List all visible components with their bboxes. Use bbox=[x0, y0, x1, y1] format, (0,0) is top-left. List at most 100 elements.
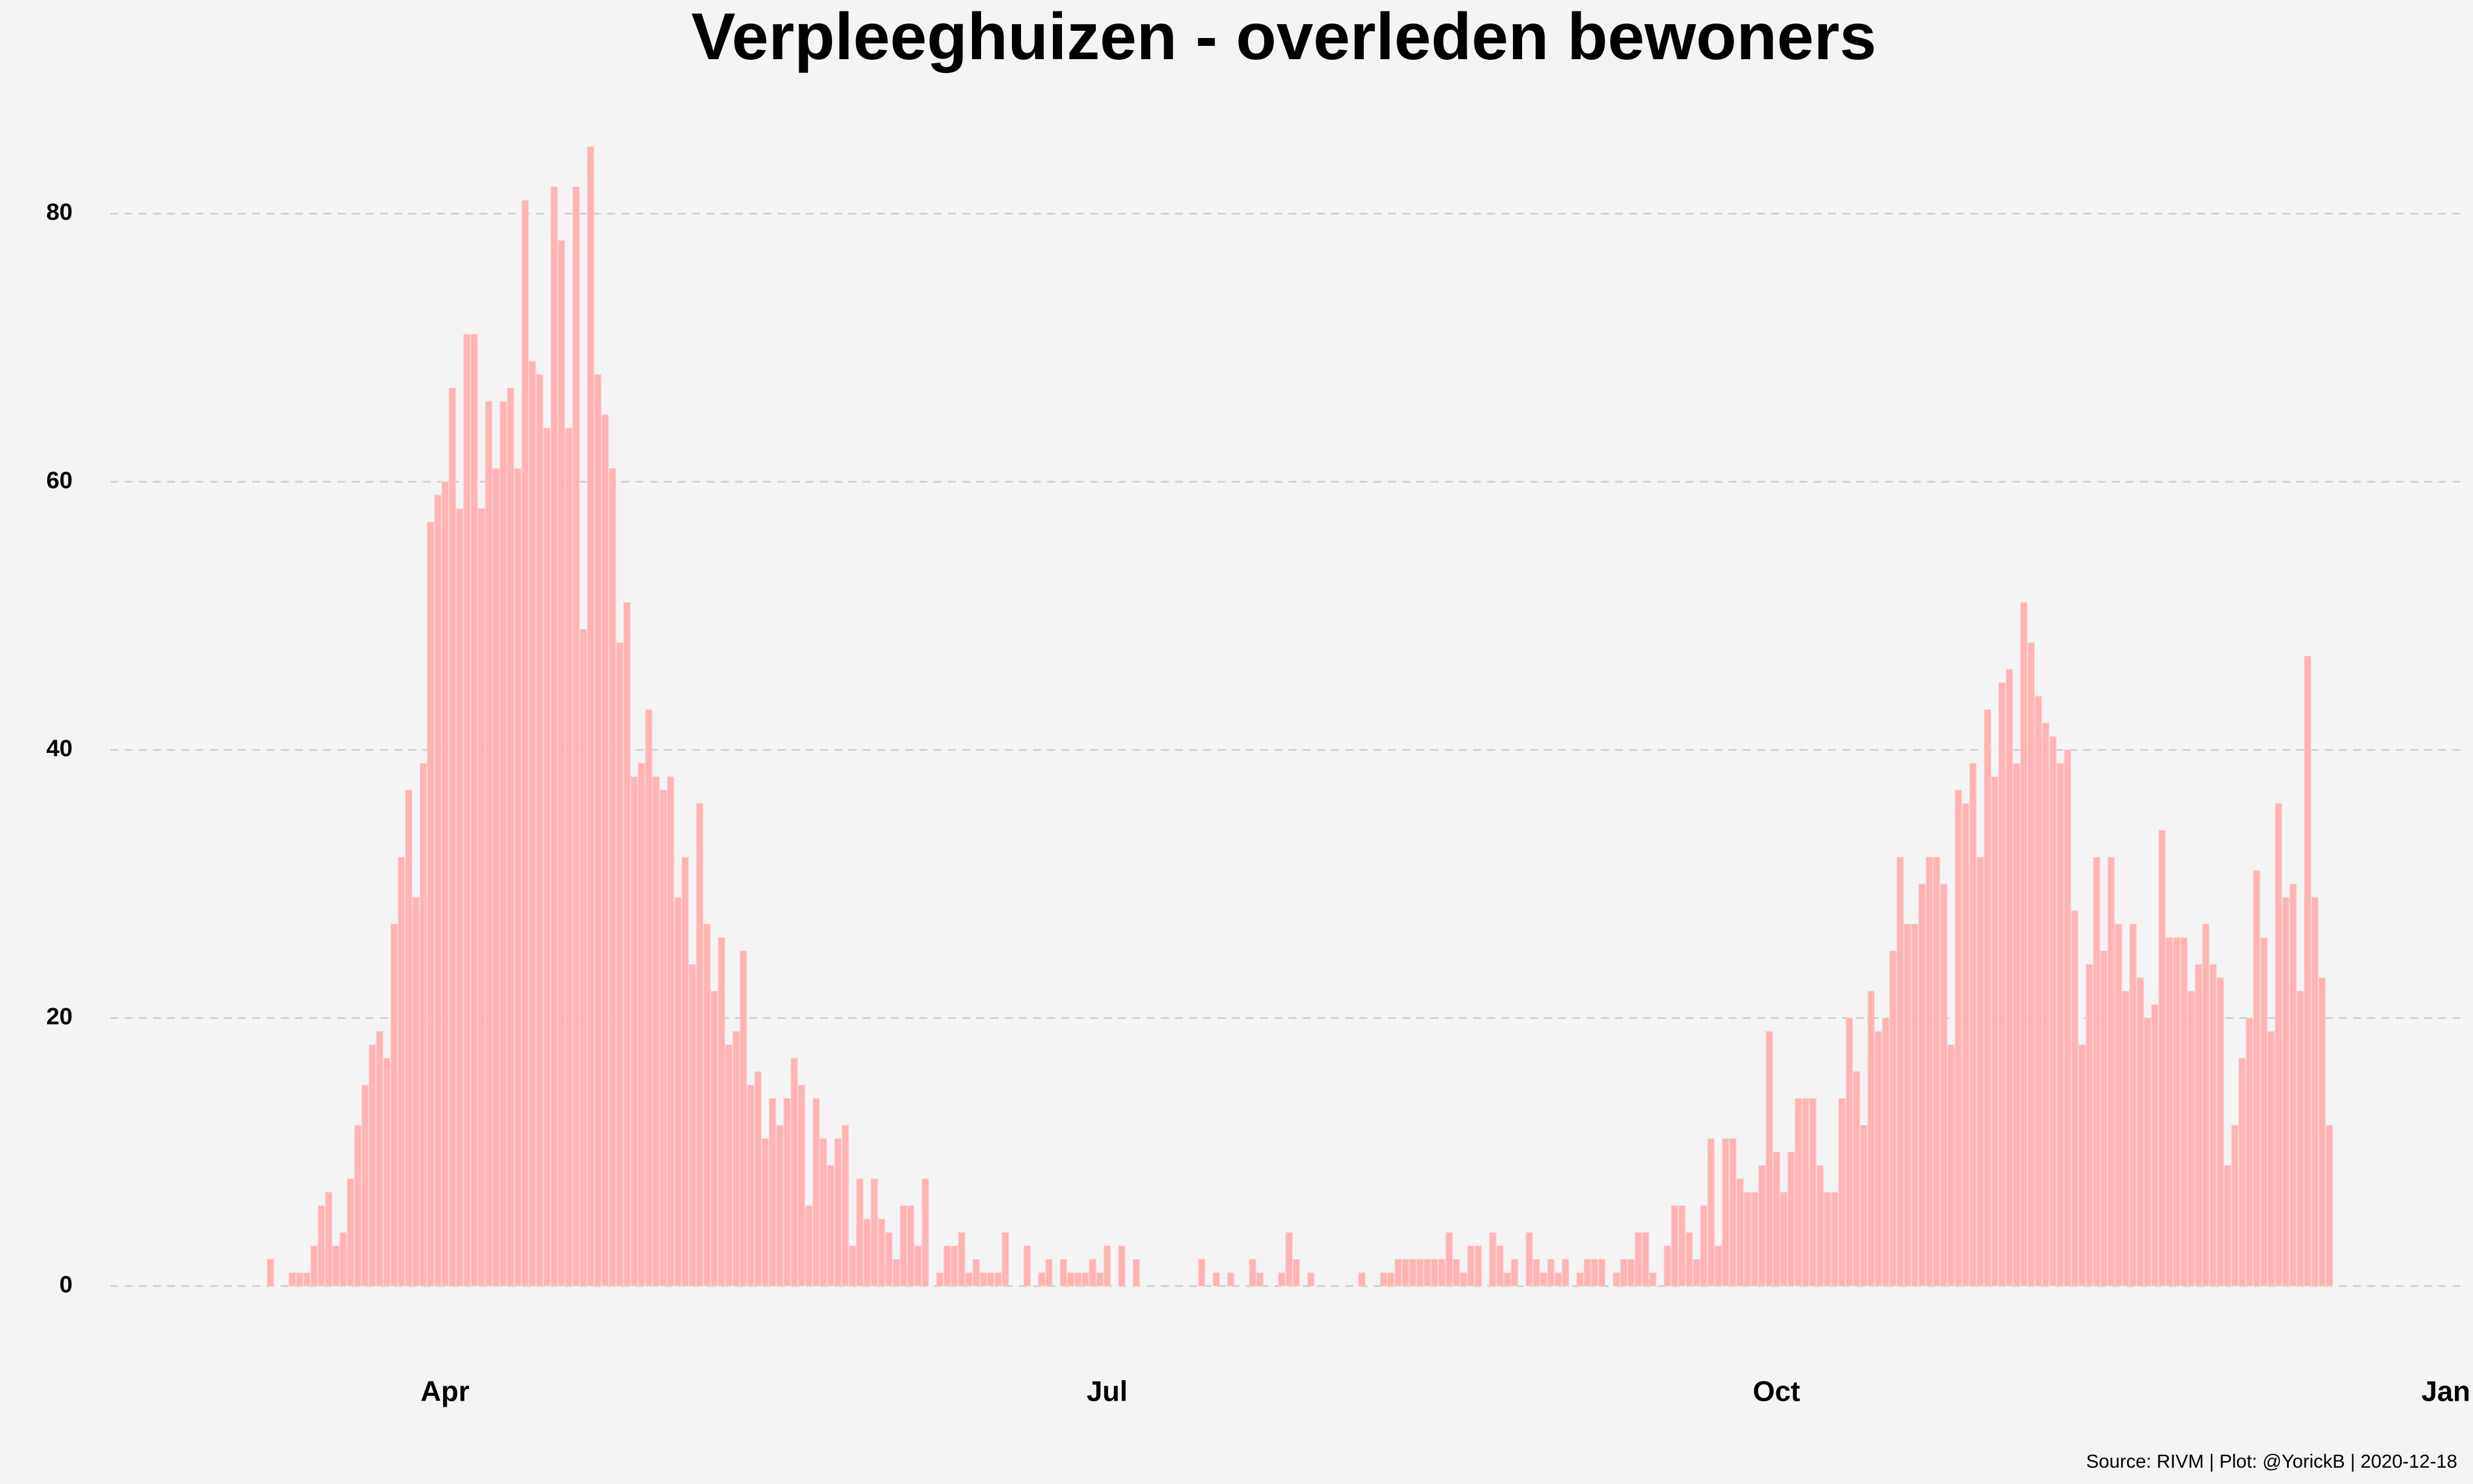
bar bbox=[1744, 1192, 1752, 1287]
bar bbox=[361, 1084, 369, 1287]
bar bbox=[769, 1098, 776, 1287]
y-tick-label: 60 bbox=[46, 467, 73, 493]
bar bbox=[2202, 924, 2210, 1287]
bar bbox=[1401, 1259, 1409, 1287]
bar bbox=[1060, 1259, 1067, 1287]
bar bbox=[1715, 1246, 1722, 1287]
bar bbox=[1002, 1232, 1009, 1287]
bar bbox=[1933, 857, 1940, 1287]
bar bbox=[1584, 1259, 1592, 1287]
bar bbox=[1467, 1246, 1475, 1287]
bar bbox=[1532, 1259, 1540, 1287]
bar bbox=[2253, 870, 2260, 1287]
bar bbox=[1081, 1272, 1089, 1287]
bar bbox=[456, 508, 464, 1287]
bar bbox=[1547, 1259, 1555, 1287]
bar bbox=[383, 1058, 391, 1287]
bar bbox=[2311, 897, 2319, 1287]
bar bbox=[449, 388, 456, 1287]
bar bbox=[2260, 937, 2268, 1287]
bar bbox=[740, 950, 747, 1287]
bar bbox=[478, 508, 485, 1287]
bar bbox=[303, 1272, 311, 1287]
bar bbox=[1875, 1031, 1883, 1287]
bar bbox=[2006, 669, 2013, 1287]
bar bbox=[594, 374, 602, 1287]
bar bbox=[1918, 883, 1926, 1287]
bar bbox=[1991, 776, 1998, 1287]
bar bbox=[1096, 1272, 1104, 1287]
bar bbox=[609, 468, 616, 1287]
bar bbox=[1671, 1205, 1678, 1287]
bar bbox=[1293, 1259, 1300, 1287]
bar bbox=[1976, 857, 1984, 1287]
bar bbox=[725, 1044, 733, 1287]
bar bbox=[1227, 1272, 1235, 1287]
bar bbox=[2013, 763, 2020, 1287]
bar bbox=[565, 427, 572, 1287]
bar bbox=[2245, 1017, 2253, 1287]
bar bbox=[965, 1272, 973, 1287]
bar bbox=[2282, 897, 2289, 1287]
bar bbox=[397, 857, 405, 1287]
bar bbox=[2143, 1017, 2151, 1287]
bar bbox=[2318, 977, 2326, 1287]
bar bbox=[1453, 1259, 1460, 1287]
bar bbox=[754, 1071, 762, 1287]
bar bbox=[681, 857, 689, 1287]
bar bbox=[2289, 883, 2297, 1287]
bar bbox=[1416, 1259, 1424, 1287]
bar bbox=[485, 401, 493, 1287]
bar bbox=[1911, 924, 1919, 1287]
bar bbox=[499, 401, 507, 1287]
bar bbox=[747, 1084, 755, 1287]
bar bbox=[2071, 910, 2079, 1287]
bar bbox=[1431, 1259, 1438, 1287]
bar bbox=[1852, 1071, 1860, 1287]
bar bbox=[900, 1205, 907, 1287]
bar bbox=[1285, 1232, 1293, 1287]
bar bbox=[2304, 656, 2311, 1287]
bar bbox=[1649, 1272, 1657, 1287]
y-tick-label: 20 bbox=[46, 1003, 73, 1029]
bar bbox=[2158, 830, 2166, 1287]
bar bbox=[667, 776, 674, 1287]
bar bbox=[420, 763, 427, 1287]
bar bbox=[856, 1179, 863, 1287]
bar bbox=[711, 991, 718, 1287]
bar bbox=[623, 602, 631, 1287]
bar bbox=[1198, 1259, 1206, 1287]
bar bbox=[289, 1272, 296, 1287]
bar bbox=[1038, 1272, 1046, 1287]
bar bbox=[2326, 1125, 2334, 1287]
bar bbox=[1773, 1151, 1780, 1287]
bar bbox=[1089, 1259, 1096, 1287]
bar bbox=[1678, 1205, 1686, 1287]
bar bbox=[1489, 1232, 1497, 1287]
bar bbox=[601, 414, 609, 1287]
bar bbox=[2020, 602, 2028, 1287]
bar bbox=[674, 897, 682, 1287]
bar bbox=[2173, 937, 2181, 1287]
bar bbox=[1620, 1259, 1628, 1287]
bar bbox=[2035, 696, 2043, 1287]
bar bbox=[1634, 1232, 1642, 1287]
bar bbox=[1787, 1151, 1795, 1287]
bar bbox=[616, 642, 624, 1287]
bar bbox=[1925, 857, 1933, 1287]
bar bbox=[1722, 1138, 1729, 1287]
bar bbox=[318, 1205, 325, 1287]
bar bbox=[1663, 1246, 1671, 1287]
bar bbox=[550, 186, 558, 1287]
bar bbox=[1613, 1272, 1620, 1287]
bar bbox=[1802, 1098, 1809, 1287]
bar bbox=[1445, 1232, 1453, 1287]
y-tick-label: 0 bbox=[59, 1272, 72, 1298]
bar bbox=[267, 1259, 274, 1287]
bar bbox=[1045, 1259, 1053, 1287]
chart-title: Verpleeghuizen - overleden bewoners bbox=[691, 0, 1876, 74]
bar bbox=[1576, 1272, 1584, 1287]
bar bbox=[659, 790, 667, 1287]
bar bbox=[2238, 1058, 2246, 1287]
bar bbox=[1816, 1165, 1824, 1287]
